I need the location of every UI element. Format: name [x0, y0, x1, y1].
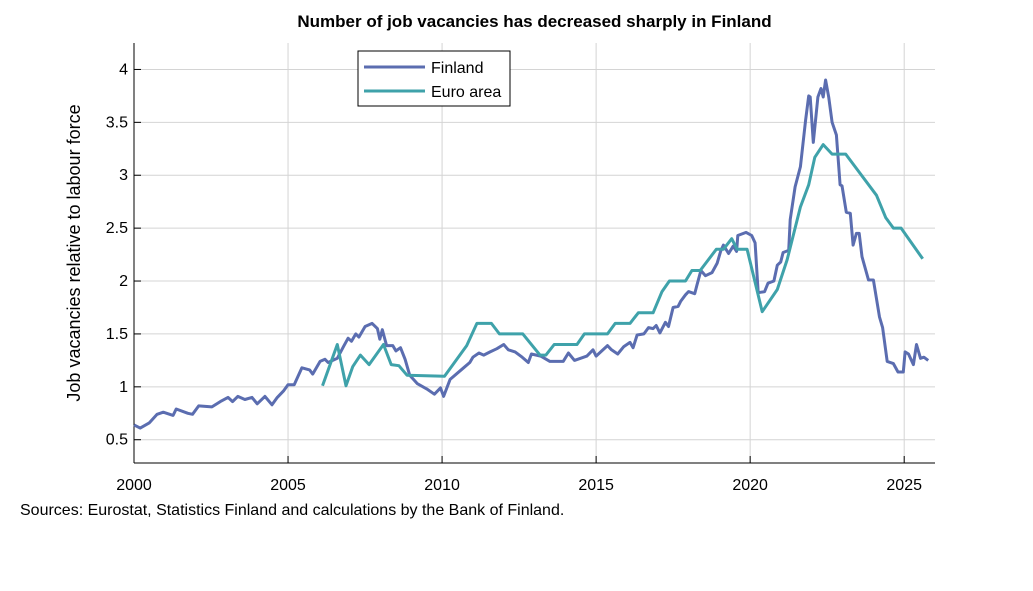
y-tick-label: 3.5 [106, 114, 128, 131]
x-tick-label: 2015 [578, 477, 614, 494]
x-tick-label: 2025 [886, 477, 922, 494]
legend-label: Finland [431, 60, 483, 77]
y-tick-label: 1 [119, 379, 128, 396]
y-tick-label: 2.5 [106, 220, 128, 237]
y-tick-label: 0.5 [106, 432, 128, 449]
source-note: Sources: Eurostat, Statistics Finland an… [20, 502, 565, 519]
chart-title: Number of job vacancies has decreased sh… [297, 12, 772, 31]
legend [357, 50, 511, 107]
x-tick-label: 2010 [424, 477, 460, 494]
legend-label: Euro area [431, 84, 501, 101]
x-tick-label: 2000 [116, 477, 152, 494]
y-tick-label: 1.5 [106, 326, 128, 343]
x-tick-label: 2005 [270, 477, 306, 494]
y-tick-label: 4 [119, 61, 128, 78]
series-line-euro-area [321, 143, 924, 388]
y-tick-label: 2 [119, 273, 128, 290]
series-line-finland [133, 78, 930, 430]
y-axis-label: Job vacancies relative to labour force [64, 104, 84, 401]
x-tick-label: 2020 [732, 477, 768, 494]
y-tick-label: 3 [119, 167, 128, 184]
